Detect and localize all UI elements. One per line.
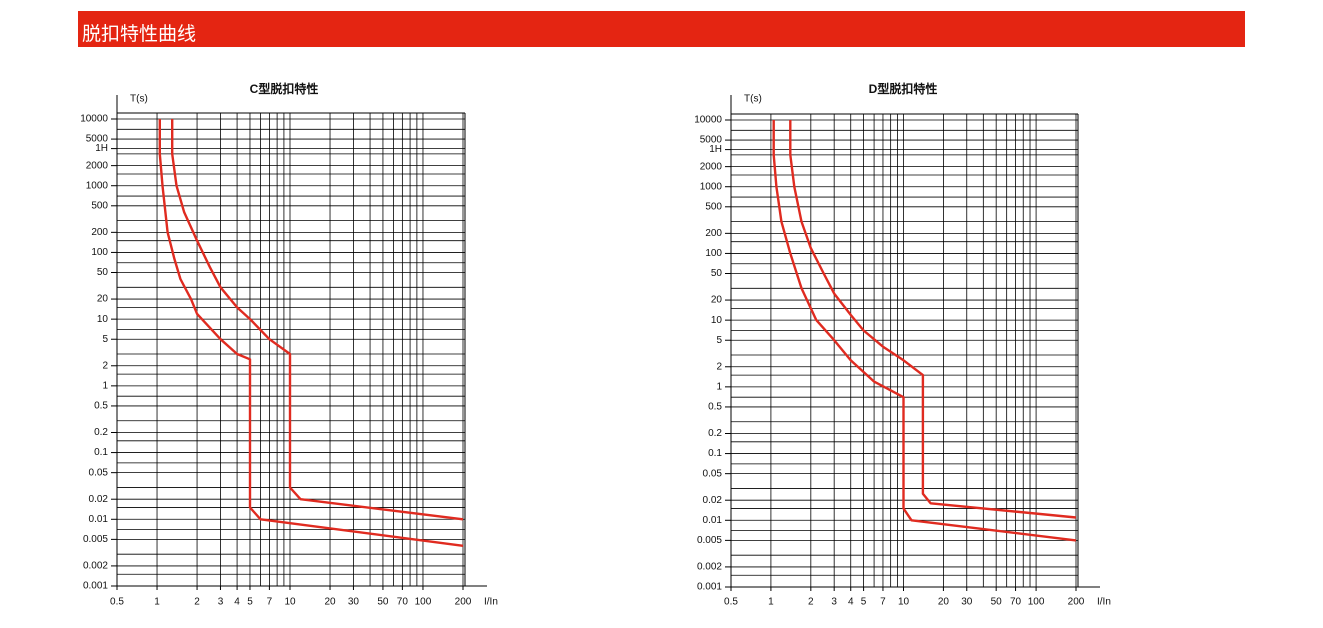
x-tick-label: 3 <box>831 597 837 608</box>
x-tick-label: 2 <box>808 597 814 608</box>
x-tick-label: 4 <box>234 597 240 608</box>
x-tick-label: 3 <box>218 597 224 608</box>
y-tick-label: 1 <box>102 380 108 391</box>
y-tick-label: 20 <box>711 295 723 306</box>
y-tick-label: 200 <box>705 228 722 239</box>
x-tick-label: 1 <box>154 597 160 608</box>
y-tick-label: 2 <box>102 360 108 371</box>
x-tick-label: 70 <box>1010 597 1022 608</box>
y-tick-label: 0.05 <box>89 467 109 478</box>
x-axis-label: I/In <box>1097 597 1111 608</box>
x-tick-label: 30 <box>961 597 973 608</box>
x-tick-label: 100 <box>415 597 432 608</box>
y-tick-label: 0.01 <box>89 514 109 525</box>
x-tick-label: 2 <box>194 597 200 608</box>
y-tick-label: 0.005 <box>83 534 108 545</box>
y-tick-label: 0.2 <box>708 428 722 439</box>
x-tick-label: 7 <box>267 597 273 608</box>
x-tick-label: 100 <box>1028 597 1045 608</box>
y-tick-label: 0.1 <box>708 448 722 459</box>
y-tick-label: 0.02 <box>703 495 723 506</box>
y-tick-label: 200 <box>91 227 108 238</box>
y-tick-label: 20 <box>97 294 109 305</box>
x-tick-label: 10 <box>284 597 296 608</box>
y-tick-label: 100 <box>91 247 108 258</box>
y-tick-label: 1000 <box>700 181 723 192</box>
y-tick-label: 0.001 <box>83 581 108 592</box>
y-tick-label: 0.5 <box>708 402 722 413</box>
y-tick-label: 500 <box>91 200 108 211</box>
y-tick-label: 0.5 <box>94 401 108 412</box>
y-tick-label: 2 <box>716 361 722 372</box>
y-axis-label: T(s) <box>744 94 762 105</box>
trip-curve <box>171 119 464 521</box>
y-tick-label: 10 <box>711 315 723 326</box>
x-tick-label: 50 <box>991 597 1003 608</box>
y-tick-label: 1H <box>709 144 722 155</box>
y-tick-label: 0.002 <box>83 561 108 572</box>
x-axis-label: I/In <box>484 597 498 608</box>
y-tick-label: 0.01 <box>703 515 723 526</box>
trip-curve <box>772 120 1077 542</box>
y-tick-label: 500 <box>705 201 722 212</box>
y-tick-label: 5000 <box>86 134 109 145</box>
y-axis-label: T(s) <box>130 94 148 105</box>
y-tick-label: 50 <box>97 267 109 278</box>
y-tick-label: 10000 <box>80 114 108 125</box>
y-tick-label: 0.001 <box>697 582 722 593</box>
y-tick-label: 10000 <box>694 115 722 126</box>
y-tick-label: 0.02 <box>89 494 109 505</box>
x-tick-label: 30 <box>348 597 360 608</box>
y-tick-label: 10 <box>97 314 109 325</box>
chart-title: C型脱扣特性 <box>250 81 319 96</box>
header-bar: 脱扣特性曲线 <box>78 11 1245 47</box>
x-tick-label: 1 <box>768 597 774 608</box>
x-tick-label: 5 <box>861 597 867 608</box>
x-tick-label: 0.5 <box>724 597 738 608</box>
y-tick-label: 0.002 <box>697 562 722 573</box>
y-tick-label: 5 <box>102 334 108 345</box>
y-tick-label: 0.005 <box>697 535 722 546</box>
x-tick-label: 70 <box>397 597 409 608</box>
x-tick-label: 20 <box>324 597 336 608</box>
y-tick-label: 1H <box>95 143 108 154</box>
x-tick-label: 20 <box>938 597 950 608</box>
y-tick-label: 50 <box>711 268 723 279</box>
trip-curve <box>789 120 1077 519</box>
x-tick-label: 50 <box>377 597 389 608</box>
y-tick-label: 0.1 <box>94 447 108 458</box>
chart-title: D型脱扣特性 <box>869 81 938 96</box>
y-tick-label: 0.2 <box>94 427 108 438</box>
y-tick-label: 0.05 <box>703 468 723 479</box>
x-tick-label: 5 <box>247 597 253 608</box>
x-tick-label: 4 <box>848 597 854 608</box>
x-tick-label: 7 <box>880 597 886 608</box>
y-tick-label: 5 <box>716 335 722 346</box>
y-tick-label: 2000 <box>86 160 109 171</box>
x-tick-label: 200 <box>455 597 472 608</box>
x-tick-label: 0.5 <box>110 597 124 608</box>
y-tick-label: 5000 <box>700 135 723 146</box>
x-tick-label: 10 <box>898 597 910 608</box>
y-tick-label: 100 <box>705 248 722 259</box>
trip-curve <box>158 119 464 547</box>
y-tick-label: 2000 <box>700 161 723 172</box>
x-tick-label: 200 <box>1068 597 1085 608</box>
header-title: 脱扣特性曲线 <box>82 24 197 45</box>
y-tick-label: 1000 <box>86 180 109 191</box>
y-tick-label: 1 <box>716 381 722 392</box>
